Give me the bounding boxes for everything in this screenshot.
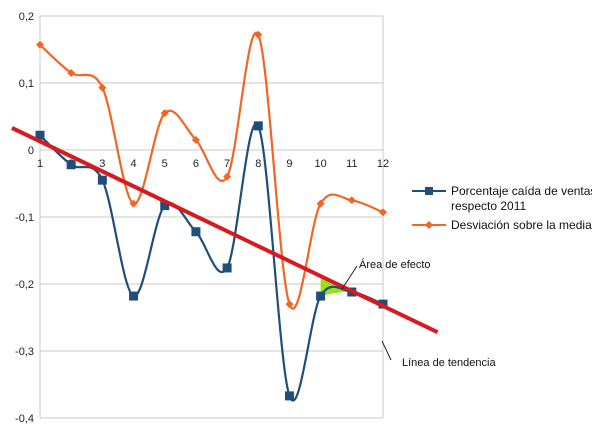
y-tick-label: -0,4 bbox=[15, 413, 34, 425]
effect-area-leader bbox=[341, 265, 358, 290]
x-tick-label: 1 bbox=[37, 158, 43, 170]
data-point bbox=[285, 300, 294, 309]
x-tick-label: 8 bbox=[255, 158, 261, 170]
legend-series-2-marker bbox=[425, 221, 433, 229]
y-tick-label: 0,2 bbox=[19, 11, 34, 23]
data-point bbox=[347, 196, 356, 205]
data-point bbox=[222, 263, 232, 273]
legend-series-2-label: Desviación sobre la media bbox=[451, 218, 592, 232]
legend-series-1-marker bbox=[425, 187, 433, 195]
axes: 0,20,10-0,1-0,2-0,3-0,4123456789101112 bbox=[15, 11, 389, 425]
trendline-line bbox=[11, 126, 439, 335]
x-tick-label: 5 bbox=[162, 158, 168, 170]
data-point bbox=[67, 68, 76, 77]
legend-series-1-label-line1: Porcentaje caída de ventas bbox=[451, 184, 592, 198]
data-point bbox=[284, 391, 294, 401]
data-point bbox=[316, 291, 326, 301]
series-layer bbox=[35, 30, 388, 402]
x-tick-label: 7 bbox=[224, 158, 230, 170]
legend-series-1-label-line2: respecto 2011 bbox=[451, 199, 526, 213]
data-point bbox=[253, 121, 263, 131]
data-point bbox=[316, 199, 325, 208]
annotations: Área de efecto Línea de tendencia bbox=[341, 258, 496, 369]
series-2 bbox=[36, 30, 387, 310]
x-tick-label: 6 bbox=[193, 158, 199, 170]
series-2-line bbox=[39, 31, 384, 310]
data-point bbox=[98, 83, 107, 92]
data-point bbox=[191, 135, 200, 144]
trendline bbox=[11, 126, 439, 335]
y-tick-label: -0,1 bbox=[15, 212, 34, 224]
x-tick-label: 12 bbox=[377, 158, 389, 170]
trendline-leader bbox=[381, 340, 392, 361]
data-point bbox=[36, 40, 44, 49]
gridlines bbox=[39, 15, 384, 419]
data-point bbox=[254, 30, 263, 39]
x-tick-label: 11 bbox=[346, 158, 357, 170]
data-point bbox=[160, 201, 170, 211]
y-tick-label: -0,2 bbox=[15, 279, 34, 291]
data-point bbox=[379, 208, 387, 217]
data-point bbox=[191, 227, 201, 237]
data-point bbox=[160, 109, 169, 118]
y-tick-label: 0 bbox=[28, 145, 34, 157]
x-tick-label: 3 bbox=[99, 158, 105, 170]
data-point bbox=[223, 172, 232, 181]
data-point bbox=[66, 160, 76, 170]
data-point bbox=[129, 199, 138, 208]
x-tick-label: 9 bbox=[286, 158, 292, 170]
data-point bbox=[129, 291, 139, 301]
data-point bbox=[97, 175, 107, 185]
legend: Porcentaje caída de ventas respecto 2011… bbox=[412, 184, 592, 232]
x-tick-label: 10 bbox=[315, 158, 327, 170]
x-tick-label: 4 bbox=[130, 158, 136, 170]
y-tick-label: 0,1 bbox=[19, 78, 34, 90]
effect-area-label: Área de efecto bbox=[359, 258, 431, 271]
trendline-label: Línea de tendencia bbox=[402, 357, 496, 369]
data-point bbox=[35, 130, 45, 140]
y-tick-label: -0,3 bbox=[15, 346, 34, 358]
